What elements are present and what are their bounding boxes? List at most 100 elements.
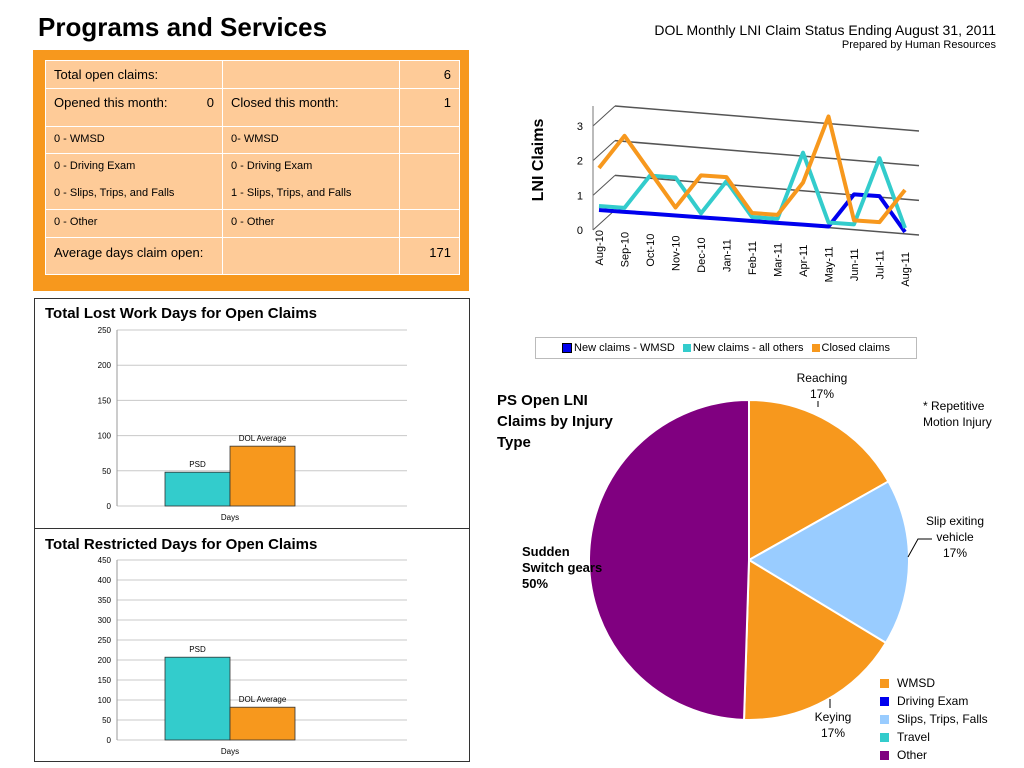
y-tick-label: 100 [98,696,112,705]
legend-swatch [811,344,820,352]
x-tick-label: Dec-10 [696,237,708,272]
x-tick-label: Apr-11 [798,245,810,277]
opened-cell: Opened this month: 0 [45,88,223,127]
slice-label: vehicle [936,530,974,544]
gridline [614,105,920,132]
bar-label: DOL Average [239,695,287,704]
y-tick-label: 200 [98,656,112,665]
y-axis-label: LNI Claims [530,119,547,202]
x-tick-label: Jan-11 [722,239,734,272]
restricted-days-chart: 0 50 100 150 200 250 300 350 400 450 PSD DOL Averag… [98,556,407,756]
y-tick-label: 3 [577,121,583,133]
slice-label: 50% [522,576,548,591]
x-tick-label: Sep-10 [620,232,632,267]
pie-slice [588,398,750,721]
avg-days-label: Average days claim open: [45,237,223,275]
slice-label: 17% [943,546,967,560]
table-row: 0 - WMSD 0- WMSD [45,126,460,154]
pie-legend-swatch [880,678,889,688]
y-tick-label: 350 [98,596,112,605]
legend-item: New claims - all others [682,342,804,354]
closed-driving: 0 - Driving Exam [231,160,313,172]
pie-legend-label: Driving Exam [897,694,969,708]
gridline [592,209,616,231]
y-tick-label: 50 [102,467,111,476]
legend-label: Closed claims [821,342,890,354]
bar-label: PSD [189,460,206,469]
opened-label: Opened this month: [54,95,168,110]
legend-swatch [682,344,691,352]
x-tick-label: Oct-10 [645,234,657,267]
gridline [592,140,616,162]
closed-wmsd: 0- WMSD [222,126,400,154]
total-open-value: 6 [399,60,460,89]
pie-legend-item: Driving Exam [880,692,988,710]
x-tick-label: Jun-11 [849,248,861,281]
report-subtitle: Prepared by Human Resources [841,39,996,51]
opened-slips: 0 - Slips, Trips, and Falls [54,187,175,199]
summary-table: Total open claims: 6 Opened this month: … [45,60,460,275]
page-title: Programs and Services [38,12,328,42]
table-row: 0 - Driving Exam 0 - Slips, Trips, and F… [45,153,460,210]
x-tick-label: Aug-10 [594,230,606,265]
pie-note: * Repetitive Motion Injury [923,399,992,429]
x-tick-label: Mar-11 [773,243,785,277]
bar [164,656,231,741]
gridline [592,174,616,196]
injury-type-pie: Reaching 17% Slip exiting vehicle 17% Keying 1… [522,371,984,740]
y-tick-label: 300 [98,616,112,625]
slice-label: Reaching [797,371,848,385]
bar-label: PSD [189,645,206,654]
restricted-days-panel: Total Restricted Days for Open Claims 0 5… [34,528,470,762]
pie-slice [747,480,910,645]
x-axis-label: Days [221,513,239,522]
lni-claims-chart: 0 1 2 3 LNI Claims Aug-10 Sep-10 Oct-10 Nov-10 De… [530,105,920,287]
gridline [592,105,616,127]
opened-wmsd: 0 - WMSD [45,126,223,154]
pie-legend-swatch [880,750,889,760]
pie-legend-swatch [880,714,889,724]
slice-label: Switch gears [522,560,602,575]
report-title: DOL Monthly LNI Claim Status Ending Augu… [654,22,996,38]
y-tick-label: 100 [98,432,112,441]
y-tick-label: 200 [98,361,112,370]
table-row: Opened this month: 0 Closed this month: … [45,88,460,127]
lost-days-chart: 0 50 100 150 200 250 PSD DOL Average Days [98,326,407,522]
lost-days-title: Total Lost Work Days for Open Claims [45,305,317,322]
pie-legend-item: Other [880,746,988,764]
series-line-1 [598,192,907,234]
gridline [614,139,920,167]
y-tick-label: 150 [98,676,112,685]
table-row: Total open claims: 6 [45,60,460,89]
legend-label: New claims - all others [692,342,804,354]
legend-item: Closed claims [811,342,890,354]
y-tick-label: 0 [107,502,112,511]
y-tick-label: 0 [577,225,583,237]
series-line-2 [598,150,907,229]
x-tick-label: Jul-11 [875,250,887,279]
pie-title: PS Open LNI Claims by Injury Type [497,392,613,451]
pie-legend-swatch [880,696,889,706]
legend-label: New claims - WMSD [574,342,675,354]
legend-swatch [562,343,573,353]
pie-legend-label: WMSD [897,676,935,690]
leader-line [907,538,932,558]
pie-legend-label: Other [897,748,928,762]
legend-item: New claims - WMSD [562,342,675,354]
table-row: 0 - Other 0 - Other [45,209,460,238]
y-tick-label: 150 [98,396,112,405]
y-tick-label: 1 [577,190,583,202]
opened-value: 0 [206,95,214,110]
pie-legend-label: Travel [897,730,930,744]
pie-legend-item: Travel [880,728,988,746]
x-tick-label: Nov-10 [671,236,683,271]
restricted-days-title: Total Restricted Days for Open Claims [45,536,318,553]
closed-value: 1 [399,88,460,127]
y-tick-label: 0 [107,736,112,745]
pie-legend: WMSD Driving Exam Slips, Trips, Falls Tr… [880,674,988,764]
pie-legend-item: Slips, Trips, Falls [880,710,988,728]
pie-legend-swatch [880,732,889,742]
avg-days-value: 171 [399,237,460,275]
closed-other: 0 - Other [222,209,400,238]
y-tick-label: 250 [98,326,112,335]
